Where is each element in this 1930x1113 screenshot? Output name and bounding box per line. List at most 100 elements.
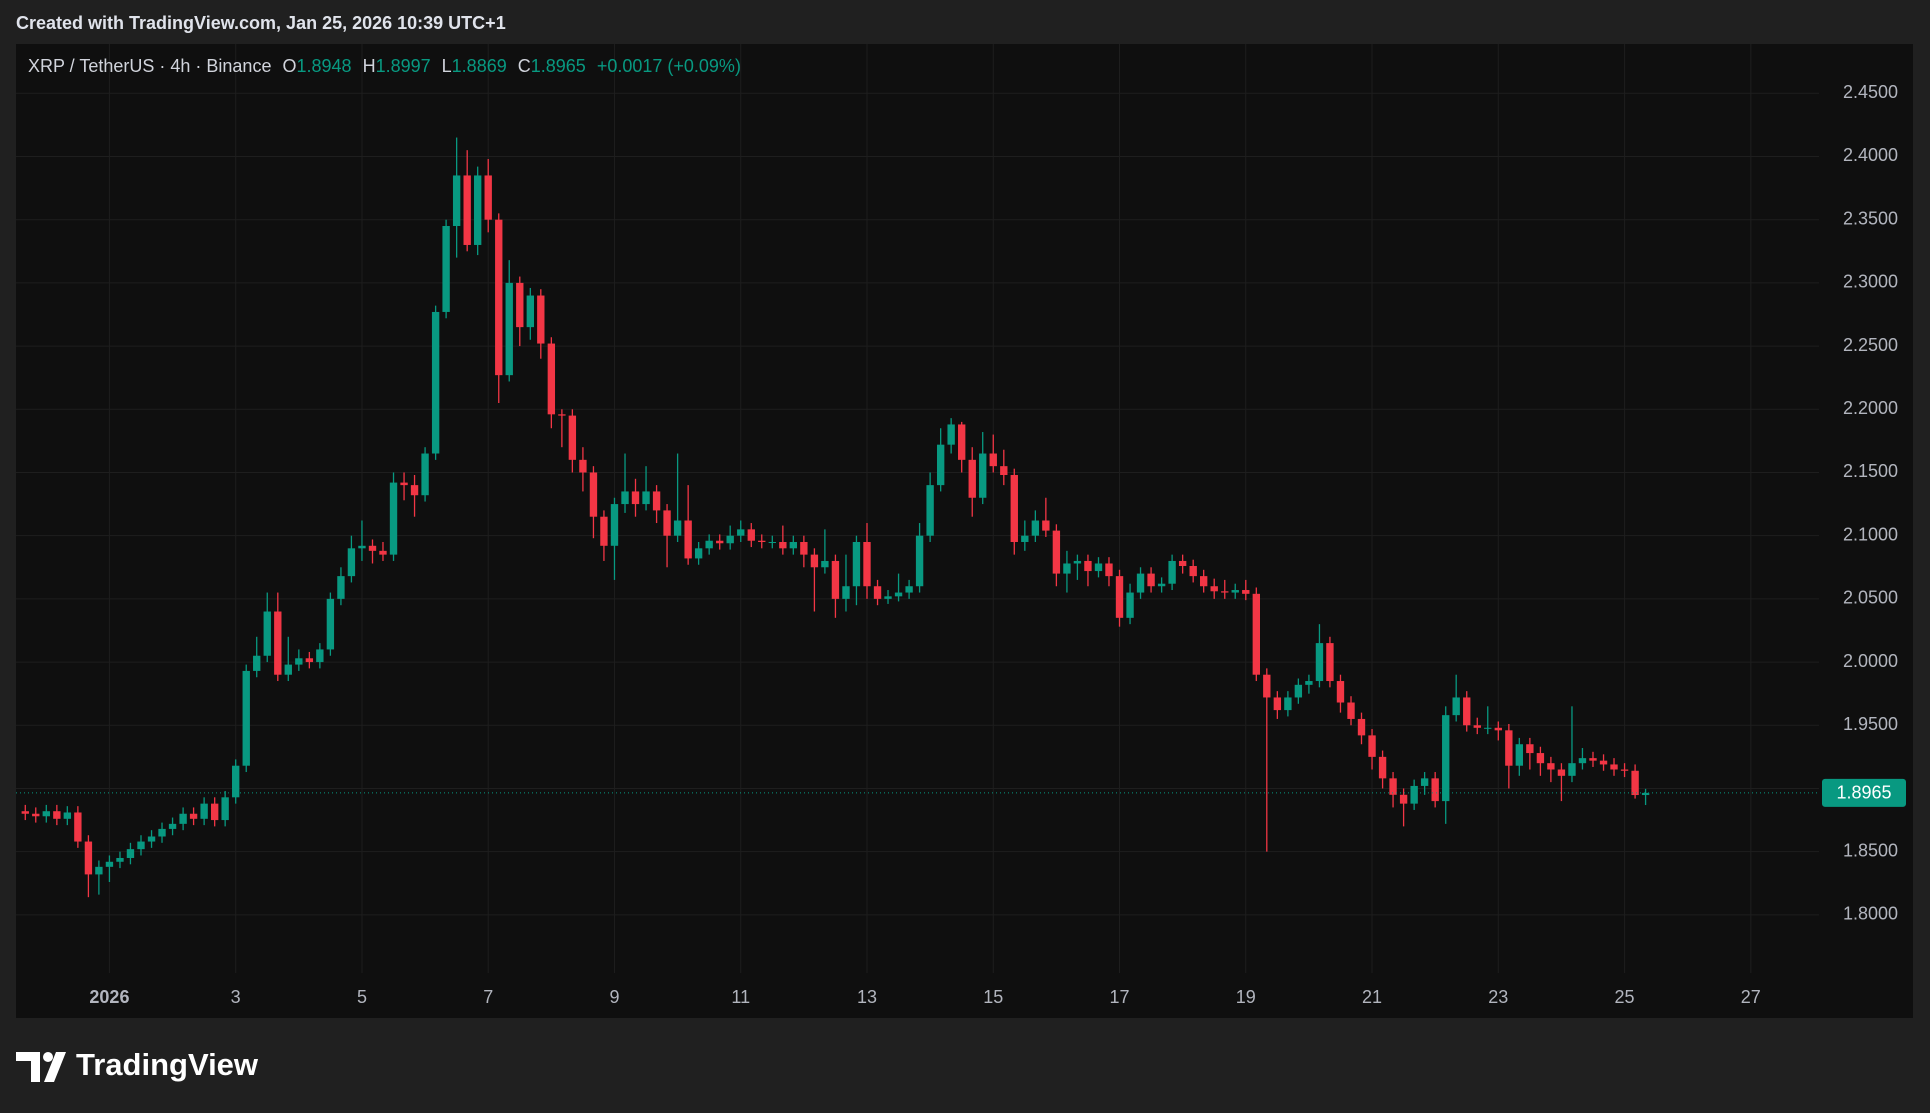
x-tick-label: 21 bbox=[1362, 987, 1382, 1007]
candle-body bbox=[737, 529, 745, 536]
candle-body bbox=[147, 836, 156, 842]
y-tick-label: 2.2500 bbox=[1843, 335, 1898, 355]
candle-body bbox=[1168, 560, 1176, 584]
low-value: 1.8869 bbox=[452, 56, 507, 76]
candle-body bbox=[600, 516, 608, 546]
candle-body bbox=[1515, 744, 1524, 766]
candle-body bbox=[1147, 573, 1155, 587]
change-value: +0.0017 (+0.09%) bbox=[597, 56, 741, 76]
candle-body bbox=[1063, 563, 1071, 574]
candle-body bbox=[305, 658, 314, 663]
candle-body bbox=[705, 540, 713, 549]
candle-body bbox=[1494, 727, 1502, 731]
candle-body bbox=[716, 540, 724, 544]
candle-body bbox=[1442, 715, 1450, 802]
candle-body bbox=[673, 520, 682, 536]
candle-body bbox=[326, 598, 335, 650]
y-tick-label: 2.4000 bbox=[1843, 145, 1898, 165]
candle-body bbox=[589, 472, 598, 517]
candle-body bbox=[95, 866, 103, 875]
x-tick-label: 27 bbox=[1741, 987, 1761, 1007]
candle-body bbox=[831, 560, 840, 599]
candle-body bbox=[158, 828, 166, 837]
candle-body bbox=[747, 529, 755, 541]
candle-body bbox=[758, 540, 766, 542]
ohlc-label: O bbox=[282, 56, 296, 76]
symbol: XRP / TetherUS · 4h · Binance bbox=[28, 56, 271, 76]
candle-body bbox=[947, 424, 955, 445]
candle-body bbox=[1305, 681, 1313, 685]
candle-body bbox=[1073, 560, 1082, 564]
y-tick-label: 2.2000 bbox=[1843, 398, 1898, 418]
candle-body bbox=[168, 823, 177, 829]
y-tick-label: 2.3500 bbox=[1843, 208, 1898, 228]
candle-body bbox=[84, 841, 93, 875]
candle-body bbox=[452, 175, 461, 227]
candle-body bbox=[558, 414, 566, 416]
candle-body bbox=[547, 343, 556, 415]
y-tick-label: 2.3000 bbox=[1843, 272, 1898, 292]
candle-body bbox=[1347, 702, 1355, 719]
candle-body bbox=[116, 857, 124, 862]
brand-logo: TradingView bbox=[16, 1047, 259, 1082]
candle-body bbox=[958, 424, 966, 460]
x-tick-label: 13 bbox=[857, 987, 877, 1007]
candle-body bbox=[42, 811, 50, 817]
candle-body bbox=[936, 444, 945, 486]
candle-body bbox=[1326, 643, 1334, 682]
candle-body bbox=[284, 664, 292, 675]
ohlc-label: L bbox=[442, 56, 452, 76]
candle-body bbox=[242, 670, 250, 766]
candle-body bbox=[189, 813, 198, 819]
candle-body bbox=[263, 611, 271, 656]
candle-body bbox=[253, 655, 261, 671]
candle-body bbox=[1010, 475, 1018, 542]
candle-body bbox=[1410, 785, 1418, 804]
candle-body bbox=[200, 803, 208, 819]
candle-body bbox=[652, 491, 661, 511]
candle-body bbox=[1620, 769, 1629, 771]
y-tick-label: 2.0000 bbox=[1843, 651, 1898, 671]
candle-body bbox=[347, 548, 356, 577]
candle-body bbox=[537, 295, 545, 344]
x-tick-label: 2026 bbox=[89, 987, 129, 1007]
chart-panel bbox=[16, 44, 1913, 1018]
y-tick-label: 1.8000 bbox=[1843, 904, 1898, 924]
candle-body bbox=[484, 175, 492, 220]
y-tick-label: 2.1500 bbox=[1843, 461, 1898, 481]
candle-body bbox=[431, 311, 440, 454]
candle-body bbox=[463, 175, 471, 245]
candle-body bbox=[1641, 792, 1650, 796]
candle-body bbox=[1336, 681, 1345, 703]
x-tick-label: 7 bbox=[483, 987, 493, 1007]
candle-body bbox=[631, 491, 640, 505]
candle-body bbox=[442, 226, 450, 312]
close-value: 1.8965 bbox=[531, 56, 586, 76]
candle-body bbox=[663, 510, 671, 536]
candle-body bbox=[979, 453, 987, 498]
candle-body bbox=[1221, 591, 1229, 593]
candle-body bbox=[1052, 530, 1061, 574]
candle-body bbox=[1294, 684, 1303, 698]
logo-mark bbox=[43, 1052, 53, 1062]
candle-body bbox=[1389, 778, 1397, 795]
candle-body bbox=[1178, 560, 1187, 567]
open-value: 1.8948 bbox=[297, 56, 352, 76]
candle-body bbox=[894, 592, 903, 597]
candle-body bbox=[926, 485, 934, 536]
y-tick-label: 1.8500 bbox=[1843, 840, 1898, 860]
candle-body bbox=[1557, 769, 1566, 776]
logo-mark bbox=[16, 1052, 40, 1082]
candle-body bbox=[1631, 770, 1639, 796]
x-tick-label: 5 bbox=[357, 987, 367, 1007]
high-value: 1.8997 bbox=[376, 56, 431, 76]
candle-body bbox=[1273, 697, 1282, 711]
candle-body bbox=[1315, 643, 1324, 682]
candle-body bbox=[421, 453, 429, 496]
last-price-label: 1.8965 bbox=[1836, 783, 1891, 803]
candle-body bbox=[1399, 794, 1408, 804]
candle-body bbox=[1126, 592, 1134, 618]
brand-name: TradingView bbox=[76, 1047, 259, 1082]
candle-body bbox=[1473, 725, 1481, 728]
candle-body bbox=[968, 459, 976, 498]
